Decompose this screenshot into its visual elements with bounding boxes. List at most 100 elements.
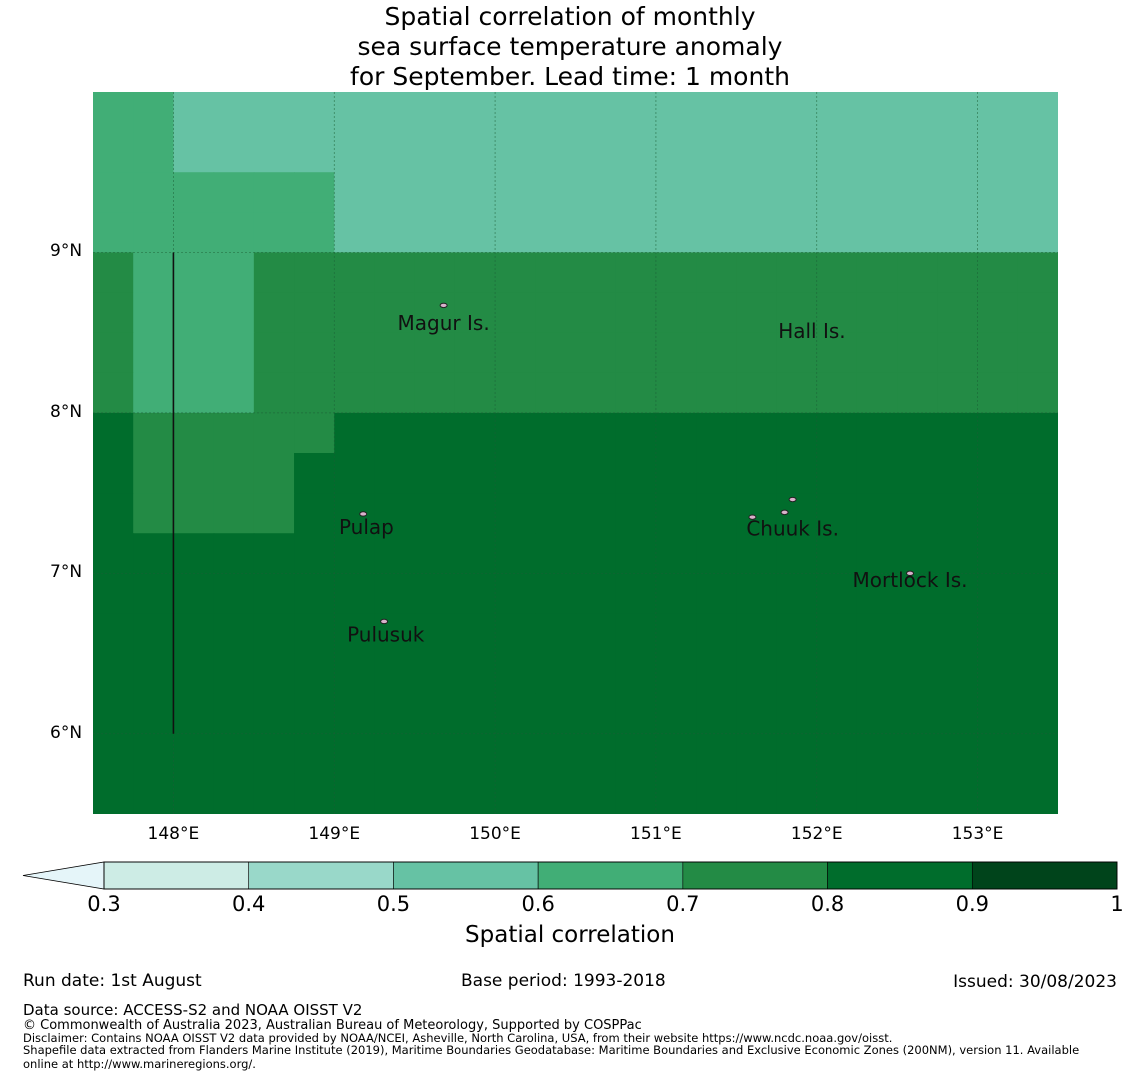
grid-cell [495, 332, 536, 374]
grid-cell [856, 693, 898, 735]
grid-cell [897, 412, 938, 454]
longitude-tick-label: 148°E [147, 824, 200, 844]
grid-cell [535, 212, 577, 254]
grid-cell [173, 132, 215, 173]
grid-cell [977, 773, 1019, 814]
grid-cell [454, 172, 496, 213]
grid-cell [655, 693, 697, 735]
grid-cell [977, 372, 1019, 414]
colorbar [22, 861, 1118, 890]
grid-cell [374, 372, 416, 414]
grid-cell [977, 533, 1019, 574]
place-label: Pulap [339, 515, 394, 539]
grid-cell [776, 693, 818, 735]
grid-cell [93, 332, 134, 374]
grid-cell [736, 412, 778, 454]
grid-cell [736, 292, 778, 334]
grid-cell [776, 653, 818, 695]
grid-cell [535, 573, 577, 615]
grid-cell [334, 533, 376, 574]
grid-cell [535, 172, 577, 213]
grid-cell [535, 653, 577, 695]
grid-cell [253, 733, 295, 775]
grid-cell [294, 453, 335, 494]
grid-cell [535, 252, 577, 294]
grid-cell [696, 653, 737, 695]
grid-cell [816, 453, 858, 494]
grid-cell [294, 292, 335, 334]
grid-cell [655, 372, 697, 414]
grid-cell [977, 252, 1019, 294]
grid-cell [615, 533, 657, 574]
grid-cell [575, 132, 617, 173]
grid-cell [977, 412, 1019, 454]
grid-cell [575, 453, 617, 494]
grid-cell [937, 693, 979, 735]
longitude-tick-label: 150°E [469, 824, 521, 844]
grid-cell [93, 693, 134, 735]
grid-cell [655, 212, 697, 254]
grid-cell [133, 493, 175, 534]
grid-cell [454, 533, 496, 574]
shapefile-credit-2: online at http://www.marineregions.org/. [23, 1057, 256, 1071]
grid-cell [414, 92, 456, 133]
grid-cell [93, 653, 134, 695]
grid-cell [294, 693, 335, 735]
grid-cell [414, 372, 456, 414]
grid-cell [655, 412, 697, 454]
grid-cell [1017, 693, 1058, 735]
grid-cell [736, 573, 778, 615]
grid-cell [776, 372, 818, 414]
grid-cell [173, 613, 215, 655]
grid-cell [374, 533, 416, 574]
grid-cell [856, 372, 898, 414]
grid-cell [655, 292, 697, 334]
grid-cell [173, 533, 215, 574]
grid-cell [334, 693, 376, 735]
grid-cell [294, 92, 335, 133]
grid-cell [615, 493, 657, 534]
grid-cell [294, 172, 335, 213]
grid-cell [696, 292, 737, 334]
grid-cell [253, 613, 295, 655]
grid-cell [615, 613, 657, 655]
grid-cell [736, 172, 778, 213]
grid-cell [696, 92, 737, 133]
grid-cell [454, 252, 496, 294]
grid-cell [937, 613, 979, 655]
grid-cell [776, 613, 818, 655]
colorbar-segment [537, 861, 684, 890]
grid-cell [655, 653, 697, 695]
grid-cell [816, 292, 858, 334]
grid-cell [414, 573, 456, 615]
grid-cell [535, 372, 577, 414]
grid-cell [897, 372, 938, 414]
grid-cell [615, 412, 657, 454]
grid-cell [253, 693, 295, 735]
grid-cell [213, 132, 255, 173]
grid-cell [294, 372, 335, 414]
grid-cell [977, 573, 1019, 615]
grid-cell [816, 172, 858, 213]
colorbar-segment [682, 861, 828, 890]
island-shape [380, 618, 389, 625]
grid-cell [736, 653, 778, 695]
grid-cell [133, 212, 175, 254]
grid-cell [495, 372, 536, 414]
grid-cell [535, 773, 577, 814]
grid-cell [294, 733, 335, 775]
grid-cell [294, 653, 335, 695]
grid-cell [937, 773, 979, 814]
grid-cell [414, 292, 456, 334]
grid-cell [414, 653, 456, 695]
grid-cell [535, 292, 577, 334]
grid-cell [776, 573, 818, 615]
grid-cell [93, 92, 134, 133]
disclaimer: Disclaimer: Contains NOAA OISST V2 data … [23, 1031, 893, 1045]
grid-cell [655, 613, 697, 655]
island-shape [906, 570, 915, 577]
grid-cell [495, 453, 536, 494]
grid-cell [414, 613, 456, 655]
grid-cell [736, 92, 778, 133]
grid-cell [133, 453, 175, 494]
